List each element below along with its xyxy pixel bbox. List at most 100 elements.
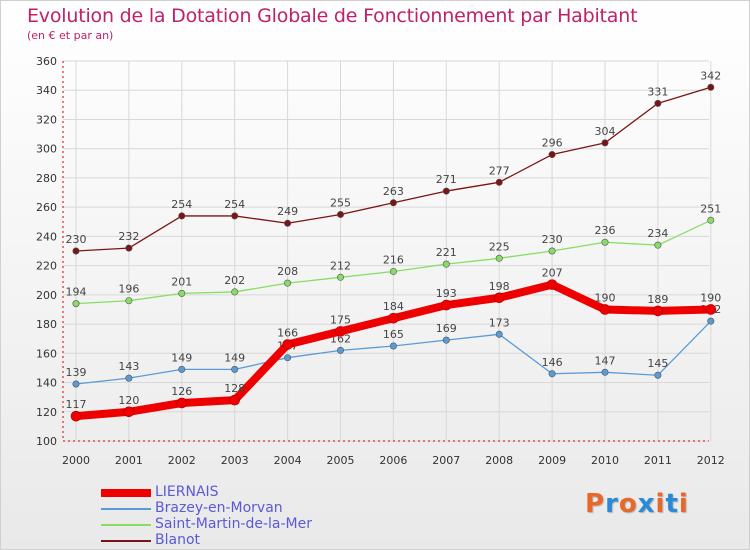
data-point — [176, 397, 188, 409]
data-point — [601, 238, 609, 246]
x-tick-label: 2002 — [168, 454, 196, 467]
data-label: 196 — [118, 283, 139, 296]
x-tick-label: 2010 — [591, 454, 619, 467]
grid — [63, 60, 712, 442]
data-point — [495, 330, 503, 338]
data-label: 236 — [595, 224, 616, 237]
data-point — [707, 83, 715, 91]
data-label: 166 — [277, 327, 298, 340]
data-point — [335, 326, 346, 337]
data-label: 128 — [224, 382, 245, 395]
data-point — [654, 99, 662, 107]
data-point — [599, 304, 611, 315]
data-point — [125, 244, 133, 252]
data-point — [70, 410, 82, 422]
data-point — [178, 365, 186, 373]
data-point — [548, 247, 556, 255]
y-tick-label: 340 — [36, 84, 57, 97]
data-label: 146 — [542, 356, 563, 369]
data-point — [231, 212, 239, 220]
data-point — [284, 354, 292, 362]
legend-item: Blanot — [101, 532, 421, 549]
data-label: 117 — [66, 398, 87, 411]
chart-subtitle: (en € et par an) — [27, 29, 114, 42]
data-point — [705, 304, 717, 315]
data-label: 120 — [118, 394, 139, 407]
data-label: 139 — [66, 366, 87, 379]
data-label: 249 — [277, 205, 298, 218]
legend-swatch — [101, 524, 151, 526]
logo-letter: i — [678, 489, 689, 519]
y-tick-label: 100 — [36, 435, 57, 448]
y-tick-label: 180 — [36, 318, 57, 331]
data-point — [336, 273, 344, 281]
data-point — [282, 339, 293, 350]
logo-letter: x — [637, 489, 656, 519]
x-tick-label: 2006 — [379, 454, 407, 467]
data-point — [495, 254, 503, 262]
data-point — [72, 247, 80, 255]
series-liernais: 117 120 126 128 166 175 184 193 198 207 190 189 190 — [66, 267, 721, 422]
data-point — [442, 336, 450, 344]
data-label: 251 — [700, 202, 721, 215]
logo-letter: o — [618, 489, 638, 519]
data-point — [440, 299, 452, 311]
legend-swatch — [101, 540, 151, 542]
data-label: 254 — [224, 198, 245, 211]
data-label: 216 — [383, 253, 404, 266]
data-label: 225 — [489, 240, 510, 253]
x-tick-label: 2003 — [221, 454, 249, 467]
data-label: 230 — [66, 233, 87, 246]
legend-swatch — [101, 489, 151, 497]
proxiti-logo: Proxiti — [585, 489, 689, 519]
data-point — [229, 394, 240, 406]
x-tick-label: 2005 — [327, 454, 355, 467]
data-point — [72, 300, 80, 308]
data-point — [336, 210, 344, 218]
data-point — [548, 370, 556, 378]
data-label: 190 — [595, 291, 616, 304]
legend-label: Brazey-en-Morvan — [155, 500, 283, 516]
legend-item: Brazey-en-Morvan — [101, 500, 421, 517]
logo-letter: P — [585, 489, 606, 519]
data-point — [231, 365, 239, 373]
data-label: 232 — [118, 230, 139, 243]
data-label: 190 — [700, 291, 721, 304]
y-tick-label: 220 — [36, 260, 57, 273]
legend-label: Saint-Martin-de-la-Mer — [155, 516, 313, 532]
data-point — [284, 279, 292, 287]
legend-label: Blanot — [155, 532, 201, 548]
data-point — [442, 260, 450, 268]
data-label: 212 — [330, 259, 351, 272]
data-label: 263 — [383, 185, 404, 198]
data-label: 342 — [700, 69, 721, 82]
data-point — [652, 305, 664, 317]
data-label: 173 — [489, 316, 510, 329]
logo-letter: i — [655, 489, 666, 519]
x-tick-label: 2008 — [485, 454, 513, 467]
data-label: 149 — [224, 351, 245, 364]
data-point — [546, 279, 558, 290]
data-label: 165 — [383, 328, 404, 341]
data-point — [442, 187, 450, 195]
data-label: 331 — [647, 85, 668, 98]
data-point — [178, 212, 186, 220]
data-label: 201 — [171, 275, 192, 288]
data-label: 202 — [224, 274, 245, 287]
data-point — [601, 368, 609, 376]
data-point — [231, 288, 239, 296]
x-tick-label: 2001 — [115, 454, 143, 467]
y-tick-label: 240 — [36, 230, 57, 243]
y-tick-label: 280 — [36, 172, 57, 185]
data-label: 234 — [647, 227, 668, 240]
data-label: 175 — [330, 313, 351, 326]
data-label: 304 — [595, 125, 616, 138]
data-point — [601, 139, 609, 147]
data-label: 277 — [489, 164, 510, 177]
data-point — [493, 292, 505, 304]
data-label: 143 — [118, 360, 139, 373]
y-tick-label: 300 — [36, 143, 57, 156]
series-saint-martin-de-la-mer: 194 196 201 202 208 212 216 221 225 230 236 234 251 — [66, 202, 721, 308]
data-label: 271 — [436, 173, 457, 186]
